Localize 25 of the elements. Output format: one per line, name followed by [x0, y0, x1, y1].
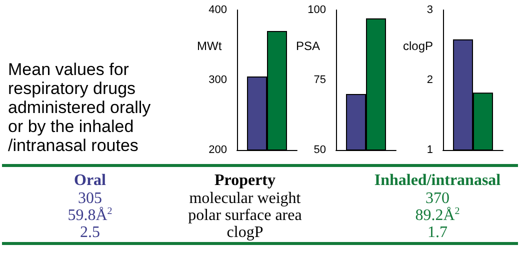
y-axis-title: MWt	[197, 39, 222, 53]
data-label: 59.8Å$^{2}$	[66, 206, 114, 224]
y-tick-label: 300	[208, 74, 227, 86]
category-label: polar surface area	[187, 207, 303, 224]
y-tick-label: 3	[426, 4, 433, 16]
y-tick-label: 50	[314, 144, 326, 156]
data-label: 1.7	[426, 224, 448, 241]
y-tick-label: 75	[314, 74, 326, 86]
y-tick-label: 200	[208, 144, 227, 156]
legend-label: Oral	[73, 172, 107, 189]
data-label: 2.5	[79, 224, 101, 241]
y-tick-label: 2	[426, 74, 433, 86]
text: Mean values for respiratory drugs administered orally or by the inhaled /intranasal routes	[8, 60, 151, 155]
data-label: 370	[426, 190, 450, 207]
data-label: 89.2Å$^{2}$	[414, 206, 461, 224]
y-axis-title: clogP	[403, 39, 434, 53]
category-label: clogP	[226, 224, 264, 241]
legend-title: Property	[213, 172, 276, 189]
y-tick-label: 100	[308, 4, 326, 16]
y-axis-title: PSA	[296, 39, 320, 53]
y-tick-label: 400	[208, 4, 227, 16]
y-tick-label: 1	[426, 144, 433, 156]
category-label: molecular weight	[188, 190, 302, 207]
data-label: 305	[78, 190, 102, 207]
legend-label: Inhaled/intranasal	[373, 172, 502, 189]
